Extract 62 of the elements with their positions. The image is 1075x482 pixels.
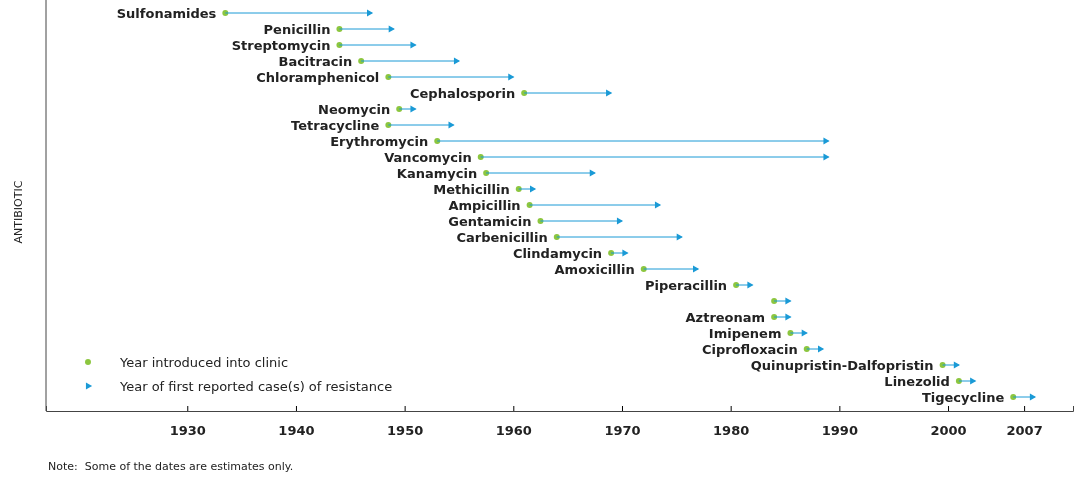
x-tick-label: 2007: [1006, 422, 1043, 438]
y-tick-label: Ciprofloxacin: [701, 341, 798, 357]
y-tick-label: Vancomycin: [384, 149, 472, 165]
point: [453, 57, 461, 65]
point: [654, 201, 662, 209]
y-tick-label: Carbenicillin: [456, 229, 548, 245]
y-tick-label: Chloramphenicol: [256, 69, 380, 85]
legend-label: Year introduced into clinic: [119, 354, 289, 370]
y-tick-label: Erythromycin: [330, 133, 429, 149]
y-tick-label: Kanamycin: [396, 165, 478, 181]
x-tick-label: 1980: [713, 422, 750, 438]
point: [747, 281, 754, 289]
y-tick-label: Bacitracin: [278, 53, 353, 69]
point: [366, 9, 374, 17]
point: [785, 313, 792, 321]
y-tick-label: Cephalosporin: [409, 85, 516, 101]
y-tick-label: Quinupristin-Dalfopristin: [750, 357, 934, 373]
x-tick-label: 1950: [387, 422, 424, 438]
point: [823, 153, 830, 161]
legend-label: Year of first reported case(s) of resistance: [119, 378, 393, 394]
point: [785, 297, 792, 305]
y-tick-label: Streptomycin: [231, 37, 331, 53]
point: [616, 217, 624, 225]
y-tick-label: Tetracycline: [291, 117, 380, 133]
y-tick-label: Penicillin: [263, 21, 331, 37]
point: [388, 25, 395, 33]
point: [529, 185, 537, 193]
point: [693, 265, 700, 273]
point: [410, 41, 417, 49]
x-tick-label: 1990: [821, 422, 858, 438]
point: [508, 73, 515, 81]
y-tick-label: Sulfonamides: [116, 5, 217, 21]
point: [801, 329, 808, 337]
point: [622, 249, 629, 257]
y-tick-label: Gentamicin: [448, 213, 532, 229]
point: [970, 377, 977, 385]
x-tick-label: 1960: [495, 422, 532, 438]
y-axis-title: ANTIBIOTIC: [12, 180, 25, 244]
y-tick-label: Aztreonam: [685, 309, 766, 325]
y-tick-label: Neomycin: [318, 101, 391, 117]
x-tick-label: 2000: [930, 422, 967, 438]
y-tick-label: Linezolid: [884, 373, 950, 389]
point: [953, 361, 960, 369]
x-tick-label: 1940: [278, 422, 315, 438]
point: [817, 345, 825, 353]
text: Note: Some of the dates are estimates only.: [48, 460, 294, 473]
y-tick-label: Ampicillin: [448, 197, 521, 213]
point: [676, 233, 683, 241]
point: [823, 137, 830, 145]
y-tick-label: Methicillin: [433, 181, 510, 197]
y-tick-label: Clindamycin: [512, 245, 603, 261]
point: [589, 169, 596, 177]
point: [1029, 393, 1037, 401]
point: [606, 89, 613, 97]
y-tick-label: Tigecycline: [921, 389, 1005, 405]
point: [448, 121, 455, 129]
y-tick-label: Amoxicillin: [554, 261, 635, 277]
y-tick-label: Imipenem: [708, 325, 782, 341]
x-tick-label: 1930: [169, 422, 206, 438]
y-tick-label: Piperacillin: [645, 277, 728, 293]
x-tick-label: 1970: [604, 422, 641, 438]
point: [410, 105, 417, 113]
